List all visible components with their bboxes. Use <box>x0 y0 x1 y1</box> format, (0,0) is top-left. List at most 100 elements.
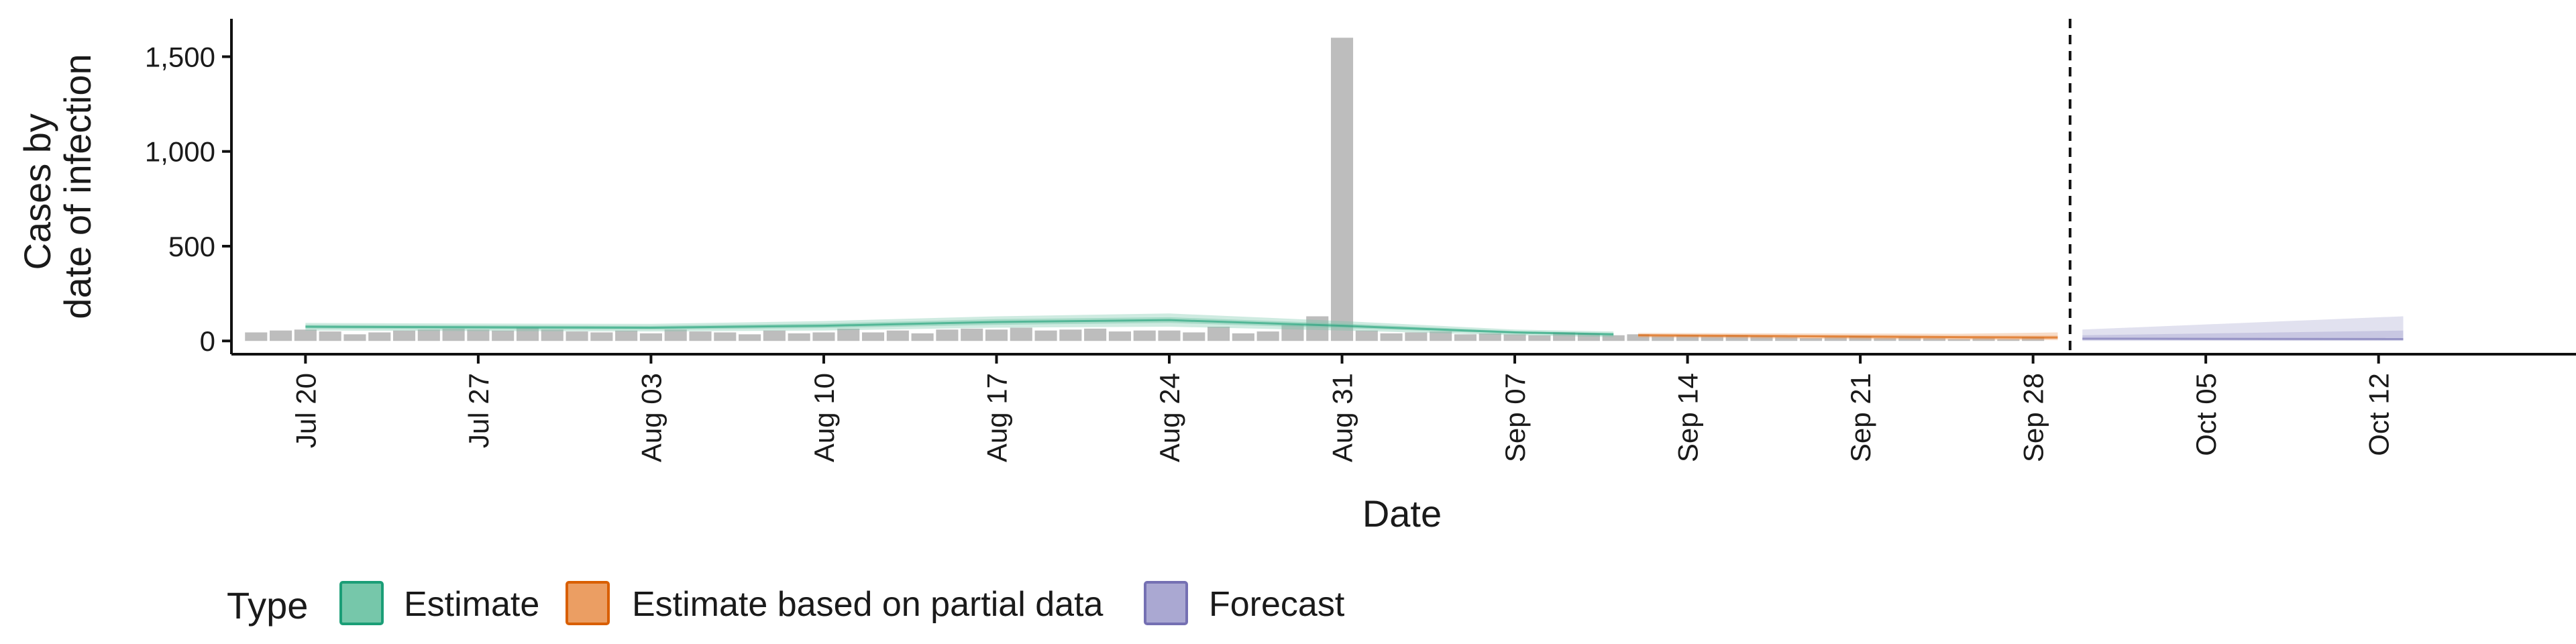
case-bar <box>1133 330 1156 341</box>
ribbon-90-forecast <box>2082 316 2404 341</box>
ribbon-50-estimate <box>305 317 1614 336</box>
legend-item-partial: Estimate based on partial data <box>566 581 1104 625</box>
x-tick-label: Jul 20 <box>290 373 321 448</box>
case-bar <box>1775 337 1798 341</box>
case-bar <box>294 329 317 341</box>
case-bar <box>1183 332 1205 341</box>
case-bar <box>689 331 712 341</box>
y-axis-ticks: 0 500 1,000 1,500 <box>145 41 231 357</box>
case-bar <box>319 331 341 341</box>
case-bar <box>1405 332 1428 341</box>
case-bar <box>442 328 465 341</box>
case-bar <box>1972 337 1995 341</box>
case-bar <box>936 329 959 341</box>
legend-item-estimate: Estimate <box>339 581 539 625</box>
case-bar <box>1725 335 1748 341</box>
case-bar <box>1676 335 1699 341</box>
case-bar <box>1034 330 1057 341</box>
case-bar <box>1232 333 1254 341</box>
case-bar <box>1355 330 1378 341</box>
case-bar <box>1010 327 1032 341</box>
case-bar <box>1701 336 1723 341</box>
case-bar <box>1577 333 1600 341</box>
case-bar <box>516 327 539 341</box>
case-bar <box>1553 332 1576 341</box>
case-bar <box>763 330 786 341</box>
case-bar <box>1330 38 1354 341</box>
case-bar <box>417 329 440 341</box>
x-tick-label: Aug 03 <box>635 373 667 462</box>
case-bar <box>1602 335 1625 341</box>
x-tick-label: Sep 28 <box>2018 373 2049 462</box>
case-bar <box>492 330 515 341</box>
case-bar <box>1652 336 1674 341</box>
case-bar <box>1947 339 1970 341</box>
case-bar <box>1874 337 1896 341</box>
case-bar <box>1256 331 1279 341</box>
case-bar <box>861 332 885 341</box>
x-tick-label: Aug 24 <box>1154 373 1185 462</box>
legend-key-estimate <box>339 581 384 625</box>
case-bar <box>886 330 909 341</box>
legend-item-forecast: Forecast <box>1144 581 1345 625</box>
case-bar <box>1059 329 1082 341</box>
x-tick-label: Sep 07 <box>1499 373 1531 462</box>
axes <box>230 19 2576 356</box>
case-bar <box>1380 333 1403 341</box>
legend: Type Estimate Estimate based on partial … <box>227 581 1345 627</box>
y-axis-title-line-1: Cases by <box>16 113 58 270</box>
case-bar <box>1528 335 1551 341</box>
case-bar <box>1306 316 1329 341</box>
case-bar <box>1084 328 1107 341</box>
case-bar <box>911 333 934 341</box>
case-bar <box>1799 337 1823 341</box>
case-bar <box>1430 331 1452 341</box>
case-bar <box>343 334 366 341</box>
y-tick-label: 1,500 <box>145 41 215 72</box>
case-bar <box>639 333 662 341</box>
case-bar <box>2022 337 2045 341</box>
case-bar <box>368 332 391 341</box>
case-bar <box>788 333 810 341</box>
x-tick-label: Aug 31 <box>1327 373 1358 462</box>
case-bar <box>467 329 490 341</box>
x-tick-label: Aug 10 <box>808 373 840 462</box>
case-bar <box>1208 327 1230 341</box>
case-bar <box>1849 336 1872 341</box>
case-bar <box>1627 334 1650 341</box>
case-bar <box>739 334 761 341</box>
x-tick-label: Oct 05 <box>2190 373 2222 456</box>
case-bar <box>590 332 613 341</box>
estimate-ribbons <box>305 313 2404 341</box>
case-bar <box>615 330 638 341</box>
median-line-estimate-based-on-partial-data <box>1638 334 2058 339</box>
case-bar <box>270 330 292 341</box>
y-tick-label: 500 <box>168 231 215 262</box>
case-bar <box>541 329 564 341</box>
case-bar <box>664 329 687 341</box>
case-bar <box>837 328 860 341</box>
legend-label-partial: Estimate based on partial data <box>632 585 1104 624</box>
case-bar <box>1281 325 1304 341</box>
y-tick-label: 0 <box>200 325 215 357</box>
y-axis-title: Cases by date of infection <box>16 54 99 319</box>
case-bars <box>245 38 2045 341</box>
case-bar <box>1108 331 1131 341</box>
y-tick-label: 1,000 <box>145 136 215 168</box>
case-bar <box>1997 339 2020 341</box>
case-bar <box>714 332 737 341</box>
x-tick-label: Aug 17 <box>981 373 1012 462</box>
case-bar <box>1898 337 1921 341</box>
legend-key-partial <box>566 581 610 625</box>
case-bar <box>1923 337 1946 341</box>
case-bar <box>961 328 983 341</box>
y-axis-title-line-2: date of infection <box>56 54 99 319</box>
case-bar <box>566 331 588 341</box>
legend-title: Type <box>227 584 308 627</box>
median-line-estimate <box>305 319 1614 335</box>
x-axis-ticks: Jul 20 Jul 27 Aug 03 Aug 10 Aug 17 Aug 24 Aug … <box>290 354 2395 462</box>
case-bar <box>1750 336 1773 341</box>
legend-label-estimate: Estimate <box>404 585 539 624</box>
x-tick-label: Sep 21 <box>1845 373 1876 462</box>
